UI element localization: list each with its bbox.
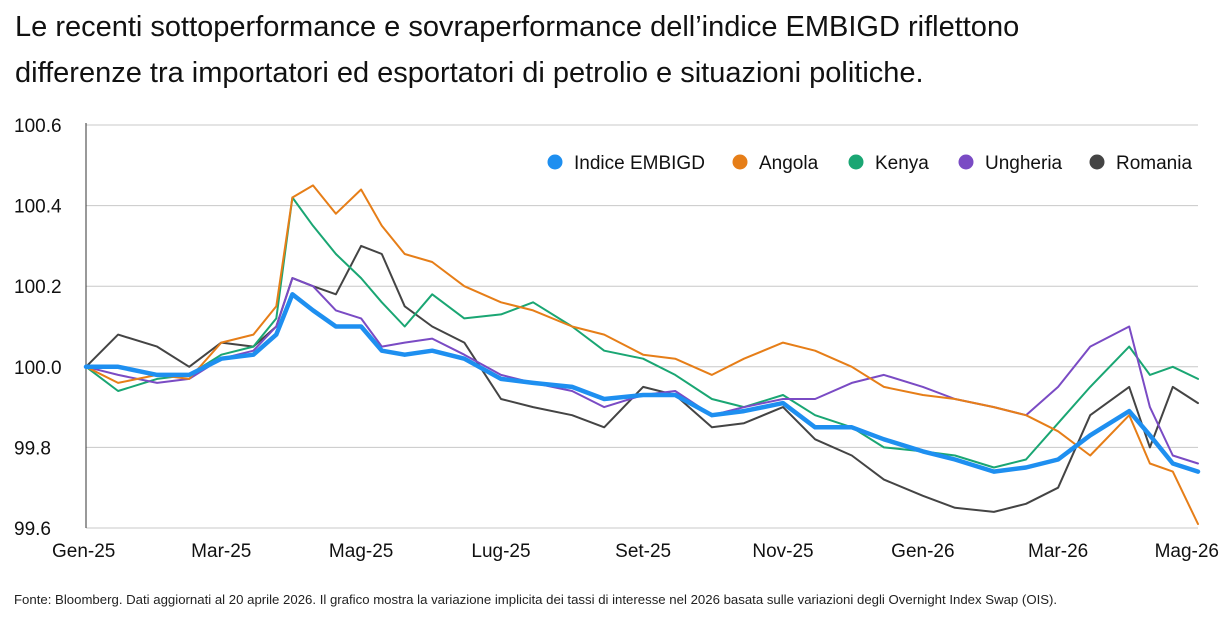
series-line-angola	[85, 184, 1199, 525]
legend-label: Ungheria	[985, 153, 1063, 174]
series-line-kenya	[85, 196, 1199, 469]
x-tick-label: Lug-25	[471, 541, 530, 562]
series-lines	[83, 184, 1201, 525]
legend-label: Indice EMBIGD	[574, 153, 705, 174]
x-tick-label: Gen-26	[891, 541, 954, 562]
footnote: Fonte: Bloomberg. Dati aggiornati al 20 …	[14, 592, 1058, 607]
legend-marker	[547, 154, 563, 170]
legend: Indice EMBIGD Angola Kenya Ungheria Romania	[547, 153, 1192, 174]
legend-marker	[732, 154, 748, 170]
x-tick-label: Gen-25	[52, 541, 115, 562]
y-tick-label: 100.2	[14, 277, 62, 298]
x-tick-label: Mar-26	[1028, 541, 1088, 562]
y-tick-label: 100.4	[14, 197, 62, 218]
y-tick-label: 100.6	[14, 116, 62, 137]
y-tick-label: 99.8	[14, 438, 51, 459]
grid-lines	[86, 124, 1198, 529]
legend-label: Romania	[1116, 153, 1192, 174]
x-tick-label: Mar-25	[191, 541, 251, 562]
x-tick-label: Mag-25	[329, 541, 393, 562]
series-line-indice-embigd	[83, 292, 1201, 474]
legend-marker	[1089, 154, 1105, 170]
y-tick-label: 100.0	[14, 358, 62, 379]
x-axis-ticks: Gen-25 Mar-25 Mag-25 Lug-25 Set-25 Nov-25 Gen-…	[52, 541, 1219, 562]
chart-title-line-2: differenze tra importatori ed esportator…	[15, 57, 924, 89]
x-tick-label: Nov-25	[752, 541, 813, 562]
legend-label: Kenya	[875, 153, 929, 174]
y-axis-ticks: 100.6 100.4 100.2 100.0 99.8 99.6	[14, 116, 62, 540]
legend-marker	[958, 154, 974, 170]
y-tick-label: 99.6	[14, 519, 51, 540]
chart-title-line-1: Le recenti sottoperformance e sovraperfo…	[15, 11, 1020, 43]
chart-title: Le recenti sottoperformance e sovraperfo…	[15, 4, 1215, 96]
legend-label: Angola	[759, 153, 819, 174]
x-tick-label: Mag-26	[1155, 541, 1219, 562]
legend-marker	[848, 154, 864, 170]
series-line-ungheria	[85, 277, 1199, 465]
x-tick-label: Set-25	[615, 541, 671, 562]
line-chart: 100.6 100.4 100.2 100.0 99.8 99.6 Gen-25 Mar-2…	[14, 116, 1219, 562]
